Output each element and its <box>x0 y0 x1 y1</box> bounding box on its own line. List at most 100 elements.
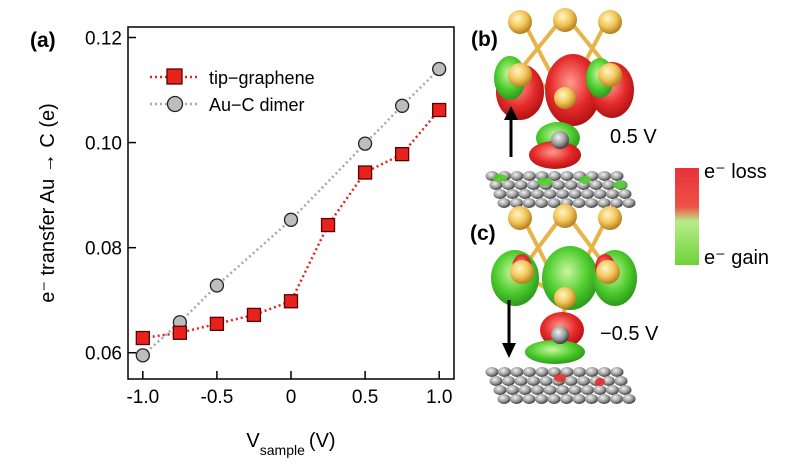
panel-b-graphene-atom <box>610 198 623 208</box>
panel-c-graphene-atom <box>539 376 553 386</box>
panel-c-graphene-atom <box>514 376 528 386</box>
series-line-tip-graphene <box>142 109 441 340</box>
panel-b-graphene-atom <box>543 189 557 199</box>
panel-b-arrow-up-icon <box>504 106 518 120</box>
panel-b-graphene-atom <box>552 180 565 190</box>
x-tick-label: 0.5 <box>352 387 378 408</box>
panel-b-graphene-atom <box>531 189 544 199</box>
panel-c-graphene-atom <box>618 385 632 395</box>
panel-b-graphene-sheet <box>485 171 636 208</box>
data-point-tip-graphene <box>394 146 410 162</box>
panel-b-graphene-atom <box>506 189 519 199</box>
panel-b-graphene-atom <box>518 189 532 199</box>
y-tick-label: 0.08 <box>85 239 122 260</box>
data-point-au-c-dimer <box>357 136 373 151</box>
legend-marker-tip-graphene <box>166 68 183 85</box>
panel-c-graphene-atom <box>606 385 619 395</box>
x-tick-label: -1.0 <box>126 387 159 408</box>
panel-c-gold-atom <box>510 260 534 284</box>
panel-b-gold-atom <box>508 63 532 87</box>
panel-b-graphene-atom <box>581 189 594 199</box>
panel-b-graphene-atom <box>510 198 523 208</box>
panel-b-graphene-atom <box>593 189 607 199</box>
panel-b-gold-atom <box>553 8 577 32</box>
colorbar: e⁻ loss e⁻ gain <box>675 161 769 269</box>
panel-c-voltage: −0.5 V <box>600 323 659 345</box>
panel-c-graphene-atom <box>556 385 569 395</box>
x-axis-label-unit: (V) <box>309 430 336 452</box>
panel-c-graphene-atom <box>593 385 607 395</box>
y-tick-label: 0.12 <box>85 29 122 50</box>
panel-b-density-patch <box>537 178 553 186</box>
panel-b-graphene-atom <box>597 198 611 208</box>
panel-label-a: (a) <box>30 29 56 52</box>
panel-b-gold-atom <box>554 87 576 109</box>
y-axis-ticks: 0.06 0.08 0.10 0.12 <box>85 29 136 365</box>
panel-b-graphene-atom <box>497 198 511 208</box>
panel-c-graphene-atom <box>527 376 540 386</box>
panel-c-graphene-atom <box>531 385 544 395</box>
panel-b-voltage: 0.5 V <box>610 126 657 148</box>
panel-c-gold-atom <box>598 206 622 230</box>
panel-b-loss-lobe <box>529 141 581 169</box>
panel-c-gold-atom <box>508 206 532 230</box>
panel-c-graphene-atom <box>547 394 561 404</box>
panel-c-graphene-atom <box>585 367 599 377</box>
panel-c-graphene-atom <box>497 394 511 404</box>
panel-b-graphene-atom <box>589 180 603 190</box>
legend-marker-au-c-dimer <box>166 95 184 113</box>
data-point-tip-graphene <box>209 316 225 331</box>
panel-c-graphene-atom <box>614 376 628 386</box>
panel-b-graphene-atom <box>610 171 624 181</box>
panel-c-graphene-atom <box>560 367 574 377</box>
panel-c-graphene-atom <box>577 376 590 386</box>
panel-b-gold-atom <box>508 10 532 34</box>
data-point-tip-graphene <box>246 307 262 323</box>
panel-c-arrow-down-icon <box>502 343 516 358</box>
panel-c-graphene-atom <box>573 367 586 377</box>
panel-c-graphene-atom <box>535 394 548 404</box>
panel-b-graphene-atom <box>606 189 619 199</box>
panel-c-graphene-atom <box>568 385 582 395</box>
panel-b-graphene-atom <box>598 171 611 181</box>
panel-c-graphene-atom <box>581 385 594 395</box>
panel-b-graphene-atom <box>535 198 548 208</box>
panel-c-density-patch <box>595 378 605 386</box>
x-axis-label-main: V <box>246 430 260 452</box>
legend-label-au-c-dimer: Au−C dimer <box>209 95 305 115</box>
panel-b-graphene-atom <box>602 180 615 190</box>
panel-c-graphene-atom <box>543 385 557 395</box>
panel-b-graphene-atom <box>527 180 540 190</box>
data-point-au-c-dimer <box>394 98 410 113</box>
panel-b-graphene-atom <box>572 198 586 208</box>
panel-c-graphene-atom <box>518 385 532 395</box>
data-point-tip-graphene <box>357 165 373 180</box>
panel-b-gold-atom <box>598 10 622 34</box>
panel-c-carbon-atom <box>551 326 569 344</box>
panel-b-graphene-atom <box>522 198 536 208</box>
data-point-au-c-dimer <box>209 278 225 293</box>
data-point-tip-graphene <box>135 330 150 346</box>
panel-b-structure: 0.5 V <box>485 8 657 208</box>
panel-b-graphene-atom <box>556 189 569 199</box>
data-point-tip-graphene <box>172 325 188 340</box>
panel-c-graphene-atom <box>510 367 524 377</box>
panel-b-graphene-atom <box>547 198 561 208</box>
panel-b-graphene-atom <box>548 171 561 181</box>
y-tick-label: 0.06 <box>85 344 122 365</box>
data-point-au-c-dimer <box>135 348 150 363</box>
panel-b-graphene-atom <box>585 198 598 208</box>
x-axis-ticks: -1.0 -0.5 0 0.5 1.0 <box>126 371 452 408</box>
panel-label-b: (b) <box>471 28 498 51</box>
panel-b-graphene-atom <box>622 198 636 208</box>
panel-b-density-patch <box>493 174 507 182</box>
panel-c-graphene-atom <box>498 367 511 377</box>
x-tick-label: 1.0 <box>426 387 452 408</box>
panel-b-graphene-atom <box>568 189 582 199</box>
panel-c-graphene-atom <box>610 367 624 377</box>
plot-area: 0.06 0.08 0.10 0.12 -1.0 -0.5 0 0.5 1.0 tip−gra… <box>37 26 455 458</box>
data-point-tip-graphene <box>320 217 336 233</box>
x-tick-label: 0 <box>286 387 297 408</box>
panel-c-graphene-atom <box>489 376 503 386</box>
